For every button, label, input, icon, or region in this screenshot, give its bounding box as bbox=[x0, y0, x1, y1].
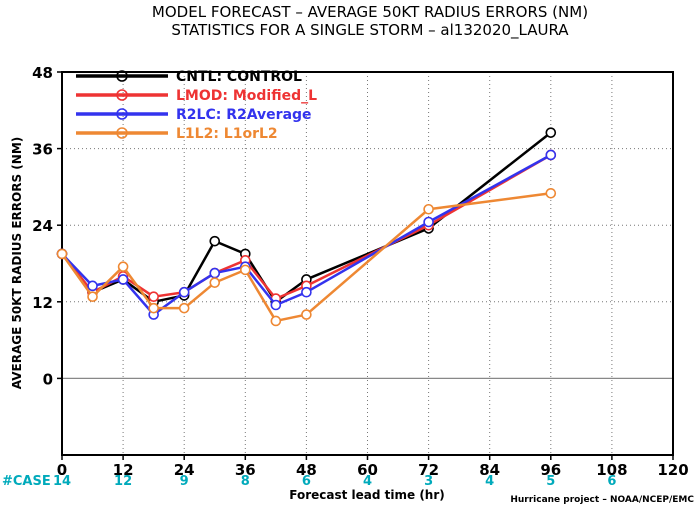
series bbox=[56, 187, 557, 327]
legend-marker bbox=[116, 70, 128, 82]
x-tick-label: 84 bbox=[479, 461, 500, 479]
legend-item: R2LC: R2Average bbox=[76, 107, 312, 123]
data-point bbox=[270, 299, 282, 311]
chart-title-line2: STATISTICS FOR A SINGLE STORM – al132020… bbox=[171, 21, 569, 40]
x-tick-label: 24 bbox=[174, 461, 195, 479]
case-count-row: #CASE 14 12 9 8 6 4 3 4 5 6 bbox=[2, 474, 616, 489]
data-point bbox=[178, 302, 190, 314]
data-point bbox=[209, 267, 221, 279]
data-point bbox=[240, 264, 251, 276]
legend-label: CNTL: CONTROL bbox=[176, 69, 302, 85]
y-tick-label: 12 bbox=[32, 294, 53, 312]
y-axis-label: AVERAGE 50KT RADIUS ERRORS (NM) bbox=[10, 137, 24, 389]
data-point bbox=[301, 286, 312, 298]
x-tick-label: 108 bbox=[596, 461, 627, 479]
data-point bbox=[56, 248, 68, 260]
data-point bbox=[423, 203, 434, 215]
legend-item: CNTL: CONTROL bbox=[76, 69, 302, 85]
x-tick-label: 60 bbox=[357, 461, 378, 479]
credit-text: Hurricane project – NOAA/NCEP/EMC bbox=[510, 495, 694, 505]
legend-label: L1L2: L1orL2 bbox=[176, 126, 278, 142]
series-layer bbox=[56, 127, 557, 327]
data-point bbox=[301, 309, 312, 320]
legend-marker bbox=[116, 89, 128, 101]
data-point bbox=[545, 187, 557, 199]
data-point bbox=[148, 302, 159, 314]
data-point bbox=[545, 127, 557, 138]
case-row-label: #CASE bbox=[2, 474, 51, 489]
case-count: 4 bbox=[485, 474, 494, 489]
x-tick-label: 12 bbox=[113, 461, 134, 479]
legend-label: R2LC: R2Average bbox=[176, 107, 312, 123]
data-point bbox=[117, 274, 129, 285]
x-axis-ticks: 0 12 24 36 48 60 72 84 96 108 120 bbox=[57, 455, 689, 479]
legend-item: L1L2: L1orL2 bbox=[76, 126, 278, 142]
data-point bbox=[209, 235, 221, 247]
data-point bbox=[148, 291, 159, 302]
data-point bbox=[87, 291, 98, 302]
y-tick-label: 48 bbox=[32, 64, 53, 82]
legend-label: LMOD: Modified_L bbox=[176, 88, 317, 104]
data-point bbox=[87, 280, 98, 292]
legend-marker bbox=[116, 127, 128, 139]
data-point bbox=[178, 286, 190, 298]
x-tick-label: 96 bbox=[540, 461, 561, 479]
case-count: 3 bbox=[424, 474, 433, 489]
case-count: 6 bbox=[302, 474, 311, 489]
y-tick-label: 0 bbox=[43, 370, 53, 388]
x-axis-label: Forecast lead time (hr) bbox=[289, 488, 445, 502]
x-tick-label: 48 bbox=[296, 461, 317, 479]
data-point bbox=[545, 149, 557, 161]
x-tick-label: 0 bbox=[57, 461, 67, 479]
series bbox=[56, 149, 557, 320]
case-count: 6 bbox=[607, 474, 616, 489]
chart-title-line1: MODEL FORECAST – AVERAGE 50KT RADIUS ERR… bbox=[152, 3, 588, 21]
y-tick-label: 24 bbox=[32, 217, 53, 235]
y-tick-label: 36 bbox=[32, 141, 53, 159]
x-tick-label: 120 bbox=[657, 461, 688, 479]
y-axis-ticks: 0 12 24 36 48 bbox=[32, 64, 62, 388]
case-count: 8 bbox=[241, 474, 250, 489]
x-tick-label: 36 bbox=[235, 461, 256, 479]
case-count: 9 bbox=[180, 474, 189, 489]
legend: CNTL: CONTROL LMOD: Modified_L R2LC: R2Ave… bbox=[76, 69, 317, 142]
case-count: 5 bbox=[546, 474, 555, 489]
legend-marker bbox=[116, 108, 128, 120]
legend-item: LMOD: Modified_L bbox=[76, 88, 317, 104]
case-count: 14 bbox=[53, 474, 71, 489]
data-point bbox=[270, 315, 282, 327]
data-point bbox=[423, 216, 434, 228]
case-count: 4 bbox=[363, 474, 372, 489]
data-point bbox=[209, 277, 221, 288]
case-count: 12 bbox=[114, 474, 132, 489]
x-tick-label: 72 bbox=[418, 461, 439, 479]
data-point bbox=[117, 261, 129, 272]
